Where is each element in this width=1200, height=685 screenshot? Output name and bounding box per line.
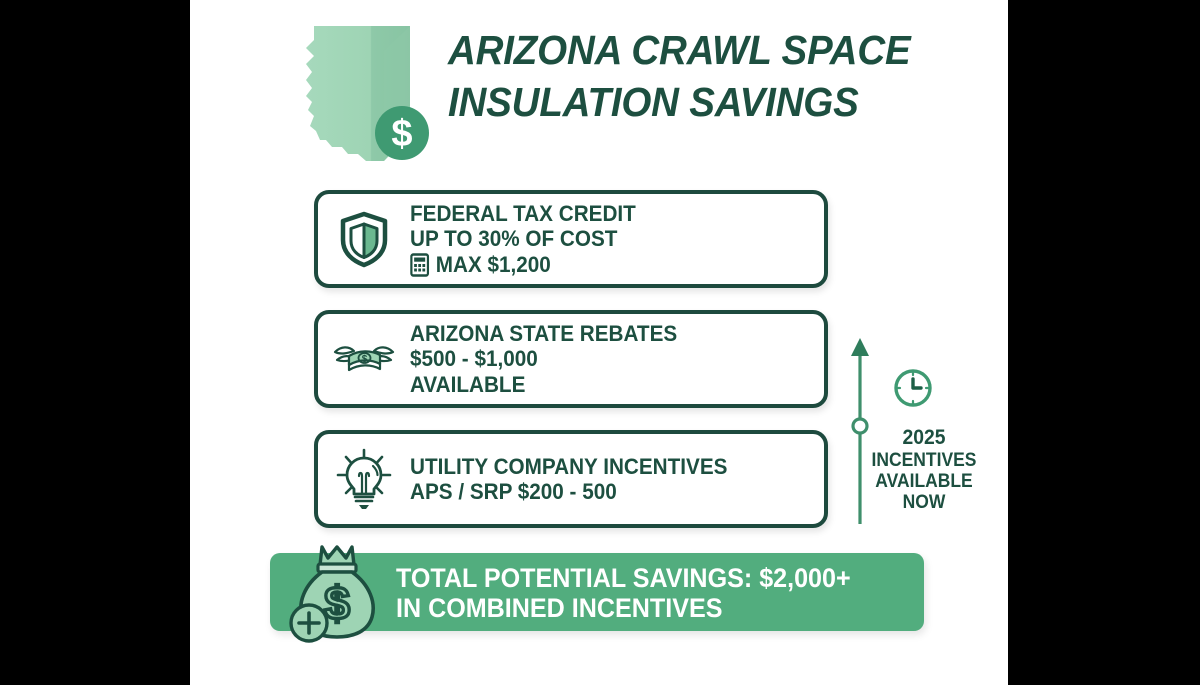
timeline-line: 2025: [902, 426, 946, 449]
title-line-2: INSULATION SAVINGS: [448, 79, 859, 125]
svg-text:$: $: [362, 354, 368, 365]
calculator-icon: [410, 252, 430, 277]
up-arrow-icon: [851, 338, 869, 524]
letterbox-left: [0, 0, 190, 685]
card-line: UP TO 30% OF COST: [410, 226, 618, 252]
timeline-panel: 2025 INCENTIVES AVAILABLE NOW: [845, 336, 1005, 536]
timeline-line: NOW: [902, 492, 946, 513]
timeline-text: 2025 INCENTIVES AVAILABLE NOW: [865, 426, 983, 513]
arizona-map-icon: $: [292, 18, 440, 163]
banner-line: TOTAL POTENTIAL SAVINGS: $2,000+: [396, 563, 851, 593]
card-text: UTILITY COMPANY INCENTIVES APS / SRP $20…: [410, 454, 824, 505]
title-line-1: ARIZONA CRAWL SPACE: [448, 27, 911, 73]
card-utility-company-incentives[interactable]: UTILITY COMPANY INCENTIVES APS / SRP $20…: [314, 430, 828, 528]
card-line-with-icon: MAX $1,200: [410, 252, 782, 278]
header: $ ARIZONA CRAWL SPACE INSULATION SAVINGS: [190, 0, 1008, 178]
page-title: ARIZONA CRAWL SPACE INSULATION SAVINGS: [448, 24, 988, 128]
card-line: ARIZONA STATE REBATES: [410, 320, 678, 346]
lightbulb-icon: [318, 447, 410, 511]
svg-text:$: $: [391, 113, 412, 155]
timeline-line: AVAILABLE: [875, 471, 973, 492]
card-line: FEDERAL TAX CREDIT: [410, 200, 636, 226]
card-line: APS / SRP $200 - 500: [410, 479, 617, 504]
infographic-canvas: $ ARIZONA CRAWL SPACE INSULATION SAVINGS: [190, 0, 1008, 685]
timeline-line: INCENTIVES: [871, 450, 977, 471]
plus-badge-icon: [289, 603, 329, 643]
card-federal-tax-credit[interactable]: FEDERAL TAX CREDIT UP TO 30% OF COST: [314, 190, 828, 288]
card-line: UTILITY COMPANY INCENTIVES: [410, 453, 728, 479]
total-savings-banner[interactable]: $ TOTAL POTENTIAL SAVINGS: $2,000+ IN CO…: [270, 545, 924, 643]
clock-icon: [891, 366, 935, 415]
dollar-badge-icon: $: [375, 106, 429, 160]
card-line: $500 - $1,000: [410, 346, 538, 372]
card-line-text: MAX $1,200: [435, 251, 551, 277]
card-text: ARIZONA STATE REBATES $500 - $1,000 AVAI…: [410, 321, 824, 398]
card-arizona-state-rebates[interactable]: $ ARIZONA STATE REBATES $500 - $1,000 AV…: [314, 310, 828, 408]
flying-money-icon: $: [318, 334, 410, 384]
card-text: FEDERAL TAX CREDIT UP TO 30% OF COST: [410, 201, 824, 278]
money-bag-icon: $: [288, 541, 386, 645]
card-line: AVAILABLE: [410, 371, 526, 397]
shield-icon: [318, 210, 410, 268]
timeline-node-icon: [851, 417, 869, 435]
letterbox-right: [1008, 0, 1200, 685]
banner-line: IN COMBINED INCENTIVES: [396, 593, 723, 623]
banner-text: TOTAL POTENTIAL SAVINGS: $2,000+ IN COMB…: [396, 563, 916, 623]
